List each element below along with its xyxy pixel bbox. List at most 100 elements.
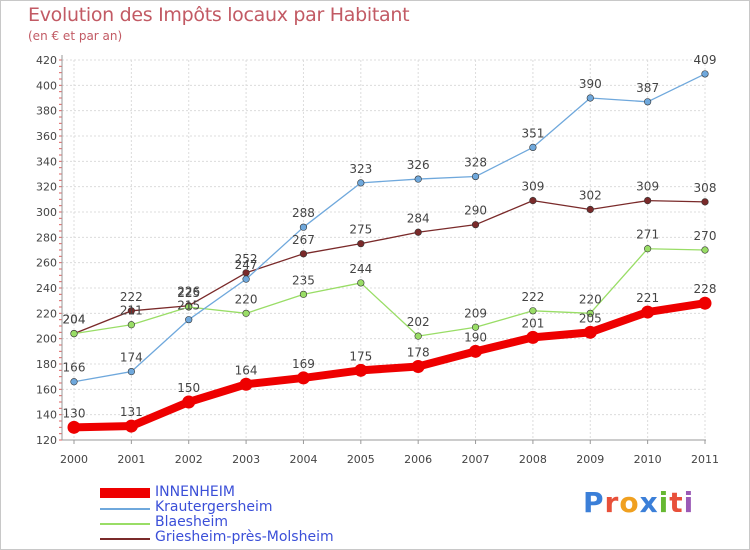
legend-label-innenheim: INNENHEIM (155, 484, 235, 500)
data-point (242, 275, 250, 283)
data-point (411, 360, 425, 374)
data-label: 270 (694, 229, 717, 243)
y-tick-label: 260 (36, 257, 57, 270)
data-label: 244 (349, 262, 372, 276)
data-label: 323 (349, 162, 372, 176)
legend-item-innenheim: INNENHEIM (100, 484, 360, 502)
logo-letter: o (619, 486, 640, 519)
series-line-krautergersheim (73, 73, 706, 383)
logo-letter: P (583, 486, 605, 519)
x-tick-label: 2007 (462, 453, 490, 466)
data-label: 178 (407, 346, 430, 360)
data-label: 220 (579, 292, 602, 306)
y-tick-label: 200 (36, 333, 57, 346)
data-point (698, 296, 712, 310)
legend-item-blaesheim: Blaesheim (100, 514, 360, 532)
data-label: 409 (694, 53, 717, 67)
data-label: 131 (120, 405, 143, 419)
x-tick-label: 2001 (117, 453, 145, 466)
data-point (583, 325, 597, 339)
data-label: 275 (349, 223, 372, 237)
y-tick-label: 380 (36, 105, 57, 118)
data-point (296, 371, 310, 385)
legend-label-blaesheim: Blaesheim (155, 514, 228, 530)
x-tick-label: 2000 (60, 453, 88, 466)
data-label: 309 (636, 180, 659, 194)
x-tick-label: 2009 (576, 453, 604, 466)
legend-item-griesheim: Griesheim-près-Molsheim (100, 529, 360, 547)
logo-letter: t (669, 486, 684, 519)
x-tick-label: 2003 (232, 453, 260, 466)
data-label: 228 (694, 282, 717, 296)
data-label: 284 (407, 211, 430, 225)
y-tick-label: 220 (36, 307, 57, 320)
data-point (185, 316, 193, 324)
data-point (644, 98, 652, 106)
y-tick-label: 420 (36, 54, 57, 67)
data-point (644, 245, 652, 253)
data-label: 174 (120, 351, 143, 365)
logo-letter: r (604, 486, 620, 519)
data-point (529, 143, 537, 151)
logo-letter: i (658, 486, 670, 519)
logo-letter: x (639, 486, 659, 519)
data-label: 204 (63, 313, 86, 327)
chart-subtitle: (en € et par an) (28, 29, 123, 43)
y-tick-label: 360 (36, 130, 57, 143)
data-label: 309 (521, 180, 544, 194)
data-label: 166 (63, 361, 86, 375)
data-point (529, 197, 537, 205)
legend-swatch-innenheim (100, 488, 150, 498)
data-label: 150 (177, 381, 200, 395)
data-label: 175 (349, 349, 372, 363)
data-point (357, 179, 365, 187)
data-point (586, 309, 594, 317)
data-label: 271 (636, 228, 659, 242)
data-label: 209 (464, 306, 487, 320)
y-tick-label: 160 (36, 383, 57, 396)
legend-swatch-griesheim (100, 538, 150, 540)
data-label: 215 (177, 299, 200, 313)
legend-item-krautergersheim: Krautergersheim (100, 499, 360, 517)
series-line-innenheim (70, 299, 709, 432)
y-tick-label: 400 (36, 79, 57, 92)
data-point (124, 419, 138, 433)
data-label: 221 (636, 291, 659, 305)
legend-label-griesheim: Griesheim-près-Molsheim (155, 529, 334, 545)
data-point (67, 420, 81, 434)
data-label: 351 (521, 126, 544, 140)
legend-label-krautergersheim: Krautergersheim (155, 499, 273, 515)
data-point (357, 279, 365, 287)
series-line-griesheim-pr-s-molsheim (73, 199, 706, 335)
data-point (414, 175, 422, 183)
data-label: 235 (292, 273, 315, 287)
y-tick-label: 320 (36, 181, 57, 194)
data-label: 225 (177, 286, 200, 300)
legend-swatch-krautergersheim (100, 508, 150, 510)
y-tick-label: 140 (36, 409, 57, 422)
data-point (70, 330, 78, 338)
data-point (701, 70, 709, 78)
data-point (414, 332, 422, 340)
data-point (185, 303, 193, 311)
data-point (529, 307, 537, 315)
data-point (182, 395, 196, 409)
data-point (242, 309, 250, 317)
data-point (299, 290, 308, 298)
data-point (641, 305, 655, 319)
data-point (299, 223, 308, 231)
data-label: 290 (464, 204, 487, 218)
data-point (127, 368, 135, 376)
x-tick-label: 2002 (175, 453, 203, 466)
logo-letter: i (683, 486, 695, 519)
data-point (471, 172, 480, 181)
data-point (644, 197, 652, 205)
series-line-blaesheim (73, 248, 706, 337)
data-point (471, 323, 480, 331)
data-point (586, 205, 594, 214)
data-label: 222 (120, 290, 143, 304)
data-label: 267 (292, 233, 315, 247)
data-label: 164 (235, 363, 258, 377)
data-point (70, 378, 78, 386)
